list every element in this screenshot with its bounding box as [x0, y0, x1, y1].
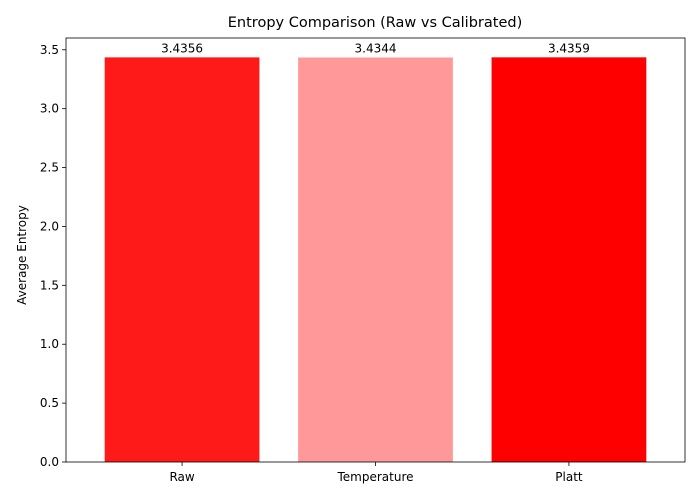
y-axis-ticks: 0.0 0.5 1.0 1.5 2.0 2.5 3.0 3.5	[40, 43, 66, 469]
y-axis-label: Average Entropy	[15, 205, 29, 305]
data-labels-group: 3.4356 3.4344 3.4359	[161, 41, 590, 55]
x-tick-label-platt: Platt	[555, 470, 583, 484]
plot-frame	[65, 37, 686, 463]
x-axis-ticks: Raw Temperature Platt	[169, 462, 583, 484]
y-tick-label: 1.5	[40, 278, 59, 292]
data-label-platt: 3.4359	[548, 41, 590, 55]
bars-group	[104, 57, 647, 463]
bar-temperature	[298, 57, 453, 463]
bar-platt	[491, 57, 647, 462]
y-tick-label: 2.5	[40, 161, 59, 175]
chart-title: Entropy Comparison (Raw vs Calibrated)	[228, 15, 522, 31]
y-tick-label: 0.0	[40, 455, 59, 469]
x-tick-label-raw: Raw	[169, 470, 194, 484]
data-label-temperature: 3.4344	[355, 42, 397, 56]
bar-raw	[104, 57, 260, 462]
y-tick-label: 3.0	[40, 102, 59, 116]
data-label-raw: 3.4356	[161, 41, 203, 55]
plot-area-border	[65, 37, 686, 463]
y-tick-label: 3.5	[40, 43, 59, 57]
y-tick-label: 1.0	[40, 337, 59, 351]
y-tick-label: 2.0	[40, 219, 59, 233]
x-tick-label-temperature: Temperature	[336, 470, 413, 484]
y-tick-label: 0.5	[40, 396, 59, 410]
